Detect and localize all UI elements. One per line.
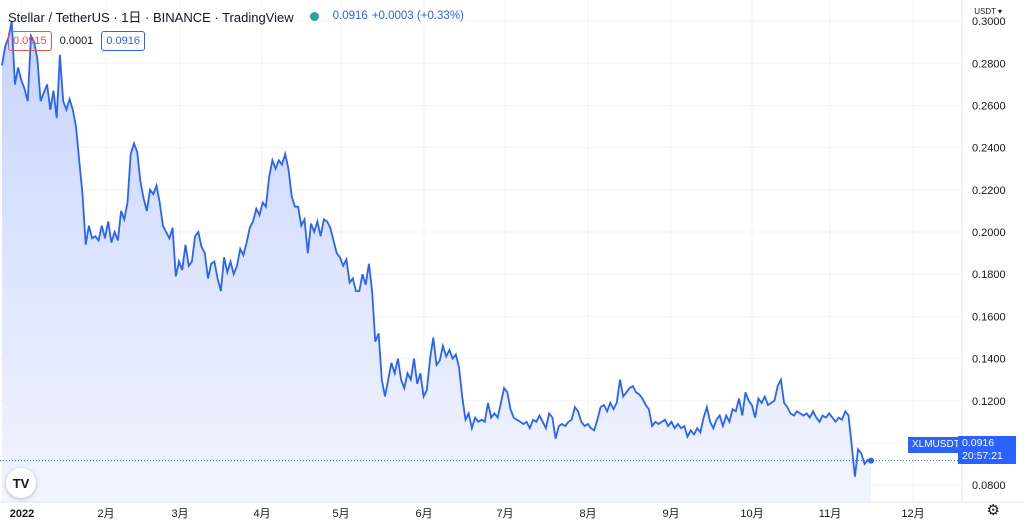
market-status-icon bbox=[309, 11, 319, 21]
price-tag-value: 0.0916 bbox=[962, 437, 995, 449]
chart-header: Stellar / TetherUS · 1日 · BINANCE · Trad… bbox=[8, 7, 464, 25]
chart-title: Stellar / TetherUS · 1日 · BINANCE · Trad… bbox=[8, 9, 294, 25]
time-tick-label: 7月 bbox=[496, 508, 513, 520]
tradingview-logo-icon[interactable]: TV bbox=[6, 468, 36, 498]
chevron-down-icon: ▾ bbox=[997, 7, 1002, 16]
price-axis[interactable]: 0.3000 0.2800 0.2600 0.2400 0.2200 0.2000 0.18… bbox=[972, 16, 1006, 492]
spread-value: 0.0001 bbox=[59, 35, 94, 47]
price-tick-label: 0.1600 bbox=[972, 311, 1006, 323]
time-tick-label: 9月 bbox=[662, 508, 679, 520]
time-axis[interactable]: 2022 2月 3月 4月 5月 6月 7月 8月 9月 10月 11月 12月 bbox=[10, 508, 925, 520]
time-tick-label: 3月 bbox=[171, 508, 188, 520]
currency-selector[interactable]: USDT ▾ bbox=[972, 5, 1002, 17]
price-tick-label: 0.0800 bbox=[972, 480, 1006, 492]
time-tick-label: 2022 bbox=[10, 508, 34, 520]
price-line bbox=[1, 20, 872, 477]
price-tick-label: 0.1200 bbox=[972, 396, 1006, 408]
price-tag: 0.0916 20:57:21 bbox=[958, 436, 1016, 464]
price-tick-label: 0.2800 bbox=[972, 58, 1006, 70]
price-change: +0.0003 (+0.33%) bbox=[371, 10, 464, 22]
time-tick-label: 5月 bbox=[332, 508, 349, 520]
buy-button[interactable]: 0.0916 bbox=[101, 31, 145, 51]
time-tick-label: 6月 bbox=[415, 508, 432, 520]
price-tick-label: 0.2000 bbox=[972, 227, 1006, 239]
time-tick-label: 12月 bbox=[901, 508, 924, 520]
currency-label: USDT bbox=[974, 7, 996, 16]
price-area bbox=[2, 21, 871, 502]
price-tag-countdown: 20:57:21 bbox=[962, 450, 1003, 462]
sell-button[interactable]: 0.0915 bbox=[8, 31, 52, 51]
gear-icon[interactable]: ⚙ bbox=[986, 502, 1000, 519]
price-tick-label: 0.2600 bbox=[972, 100, 1006, 112]
last-price: 0.0916 bbox=[332, 10, 368, 22]
quote-bar: 0.0915 0.0001 0.0916 bbox=[8, 31, 145, 51]
time-tick-label: 2月 bbox=[97, 508, 114, 520]
time-tick-label: 8月 bbox=[579, 508, 596, 520]
price-tick-label: 0.2200 bbox=[972, 185, 1006, 197]
symbol-tag: XLMUSDT bbox=[908, 437, 964, 453]
last-price-dot bbox=[868, 457, 874, 464]
time-tick-label: 10月 bbox=[740, 508, 763, 520]
price-tick-label: 0.1800 bbox=[972, 269, 1006, 281]
price-tick-label: 0.2400 bbox=[972, 143, 1006, 155]
price-tick-label: 0.1400 bbox=[972, 354, 1006, 366]
time-tick-label: 4月 bbox=[253, 508, 270, 520]
time-tick-label: 11月 bbox=[819, 508, 841, 520]
price-tick-label: 0.3000 bbox=[972, 16, 1006, 28]
